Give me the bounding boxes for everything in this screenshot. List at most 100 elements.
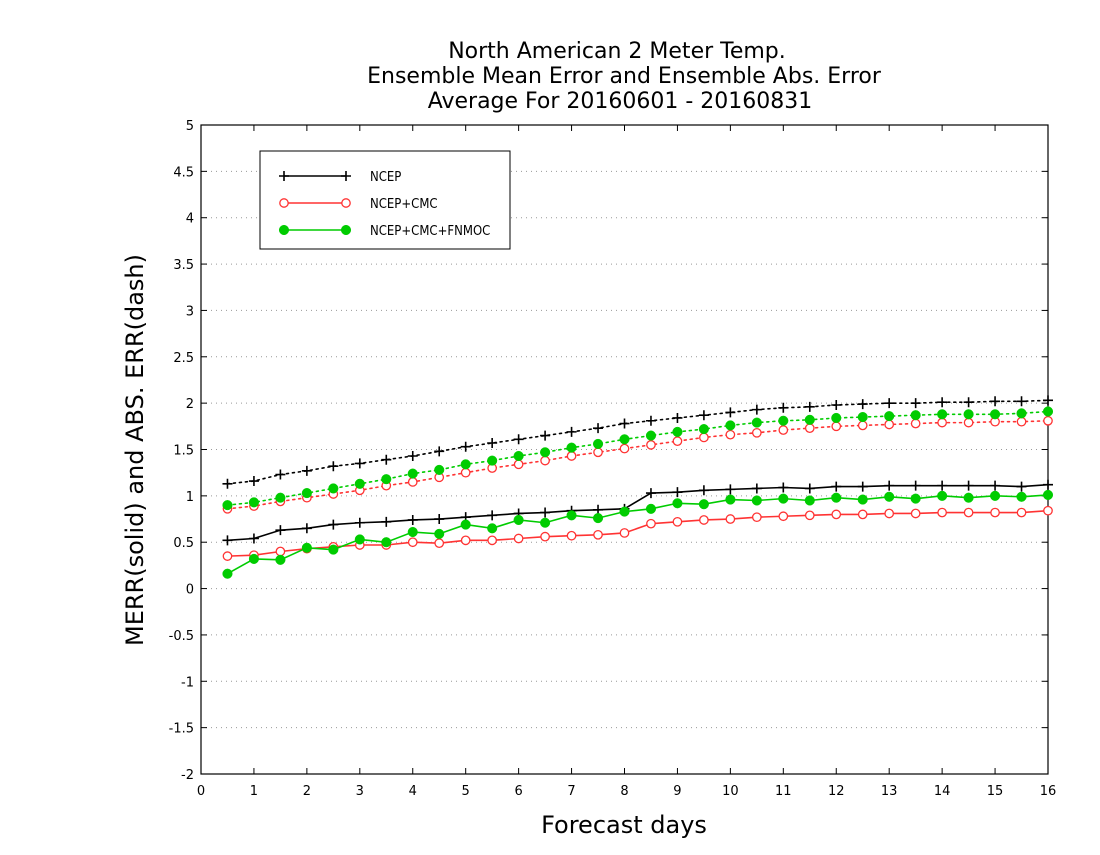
x-tick-label: 0 [197, 784, 205, 799]
abs-err-point-ncep-cmc [593, 447, 603, 458]
y-axis-ticks: -2 -1.5 -1 -0.5 0 0.5 1 1.5 2 2.5 3 3.5 4 4.5 5 [169, 119, 1048, 783]
abs-err-point-ncep [275, 469, 286, 480]
abs-err-point-ncep-cmc-fnmoc [804, 414, 815, 425]
y-axis-title: MERR(solid) and ABS. ERR(dash) [121, 254, 149, 646]
merr-point-ncep [963, 480, 974, 491]
merr-point-ncep [540, 507, 551, 518]
abs-err-point-ncep-cmc-fnmoc [275, 492, 286, 503]
y-tick-label: 0 [186, 583, 194, 598]
abs-err-point-ncep-cmc [804, 423, 815, 434]
merr-point-ncep-cmc-fnmoc [460, 519, 471, 530]
abs-err-point-ncep-cmc [619, 443, 630, 454]
legend-label-ncep: NCEP [370, 170, 401, 185]
merr-point-ncep [222, 535, 233, 546]
abs-err-point-ncep [937, 397, 948, 408]
abs-err-point-ncep-cmc-fnmoc [434, 464, 445, 475]
merr-point-ncep [1043, 479, 1053, 490]
x-tick-label: 6 [514, 784, 522, 799]
y-tick-label: 4 [186, 212, 194, 227]
y-tick-label: 1.5 [173, 444, 194, 459]
abs-err-point-ncep-cmc-fnmoc [540, 447, 551, 458]
y-tick-label: 2 [186, 397, 194, 412]
abs-err-point-ncep [301, 465, 312, 476]
merr-point-ncep-cmc-fnmoc [434, 528, 445, 539]
abs-err-point-ncep [566, 426, 577, 437]
abs-err-point-ncep-cmc [751, 427, 762, 438]
merr-point-ncep-cmc [778, 511, 789, 522]
merr-point-ncep [434, 514, 445, 525]
merr-point-ncep-cmc-fnmoc [884, 491, 895, 502]
merr-point-ncep [910, 480, 921, 491]
x-tick-label: 9 [673, 784, 681, 799]
merr-point-ncep-cmc [884, 508, 895, 519]
abs-err-point-ncep-cmc [884, 419, 895, 430]
merr-point-ncep-cmc [646, 518, 656, 529]
merr-point-ncep-cmc-fnmoc [831, 492, 842, 503]
merr-point-ncep-cmc [831, 509, 842, 520]
abs-err-point-ncep-cmc-fnmoc [990, 409, 1001, 420]
y-tick-label: 2.5 [173, 351, 194, 366]
abs-err-point-ncep-cmc-fnmoc [778, 415, 789, 426]
abs-err-point-ncep-cmc-fnmoc [963, 409, 974, 420]
abs-err-point-ncep-cmc [937, 417, 947, 428]
legend-marker-ncep [279, 171, 289, 181]
abs-err-point-ncep [884, 398, 895, 409]
merr-point-ncep [301, 523, 312, 534]
abs-err-point-ncep-cmc-fnmoc [381, 474, 392, 485]
merr-point-ncep [672, 487, 683, 498]
legend-marker-ncep-cmc [279, 198, 289, 208]
abs-err-point-ncep [963, 397, 974, 408]
merr-point-ncep [990, 480, 1001, 491]
merr-point-ncep-cmc-fnmoc [248, 553, 259, 564]
abs-err-point-ncep [751, 404, 762, 415]
abs-err-point-ncep-cmc-fnmoc [698, 424, 709, 435]
merr-point-ncep-cmc [725, 514, 736, 524]
series-merr-line-ncep-cmc [227, 509, 1049, 557]
abs-err-point-ncep [460, 441, 471, 452]
merr-point-ncep-cmc [540, 531, 550, 542]
abs-err-point-ncep-cmc-fnmoc [513, 450, 524, 462]
merr-point-ncep-cmc-fnmoc [937, 490, 948, 501]
abs-err-point-ncep [698, 410, 709, 421]
x-tick-label: 14 [934, 784, 951, 799]
chart-title-line-2: Ensemble Mean Error and Ensemble Abs. Er… [367, 64, 882, 89]
abs-err-point-ncep [910, 398, 921, 409]
merr-point-ncep [698, 485, 709, 496]
merr-point-ncep-cmc-fnmoc [381, 537, 392, 548]
merr-point-ncep-cmc [513, 533, 524, 544]
x-tick-label: 13 [881, 784, 898, 799]
abs-err-point-ncep [619, 418, 630, 429]
series-abs-err-line-ncep-cmc-fnmoc [226, 410, 1049, 506]
abs-err-point-ncep-cmc [407, 477, 418, 487]
abs-err-point-ncep-cmc [460, 467, 471, 478]
merr-point-ncep [804, 483, 815, 494]
y-tick-label: 4.5 [173, 165, 194, 180]
merr-point-ncep-cmc-fnmoc [672, 498, 683, 509]
merr-point-ncep-cmc [566, 530, 577, 541]
merr-point-ncep-cmc [857, 509, 868, 520]
x-tick-label: 3 [356, 784, 364, 799]
abs-err-point-ncep [407, 450, 418, 461]
chart-title-line-3: Average For 20160601 - 20160831 [428, 89, 813, 114]
x-tick-label: 12 [828, 784, 845, 799]
x-tick-label: 8 [620, 784, 628, 799]
x-tick-label: 2 [303, 784, 311, 799]
merr-point-ncep-cmc [460, 535, 471, 546]
abs-err-point-ncep-cmc-fnmoc [857, 412, 868, 423]
merr-point-ncep [831, 481, 842, 492]
abs-err-point-ncep-cmc-fnmoc [831, 412, 842, 424]
abs-err-point-ncep-cmc-fnmoc [407, 468, 418, 479]
series-abs-err-line-ncep [226, 399, 1049, 485]
abs-err-point-ncep-cmc [910, 418, 921, 429]
y-tick-label: 3.5 [173, 258, 194, 273]
merr-point-ncep-cmc-fnmoc [725, 494, 736, 505]
legend-box [259, 150, 511, 250]
merr-point-ncep-cmc-fnmoc [857, 494, 868, 505]
merr-point-ncep [725, 484, 736, 495]
merr-point-ncep [884, 480, 895, 491]
merr-point-ncep-cmc [804, 510, 815, 521]
abs-err-point-ncep [513, 434, 524, 445]
abs-err-point-ncep [540, 430, 551, 441]
